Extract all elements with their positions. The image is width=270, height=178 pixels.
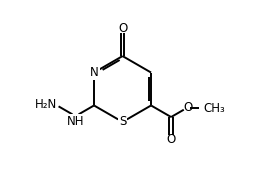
- Text: N: N: [90, 66, 98, 79]
- Text: S: S: [119, 115, 126, 129]
- Text: NH: NH: [67, 115, 84, 128]
- Text: H₂N: H₂N: [35, 98, 57, 111]
- Text: O: O: [118, 22, 127, 35]
- Text: CH₃: CH₃: [203, 102, 225, 115]
- Text: O: O: [183, 101, 193, 114]
- Text: O: O: [167, 133, 176, 146]
